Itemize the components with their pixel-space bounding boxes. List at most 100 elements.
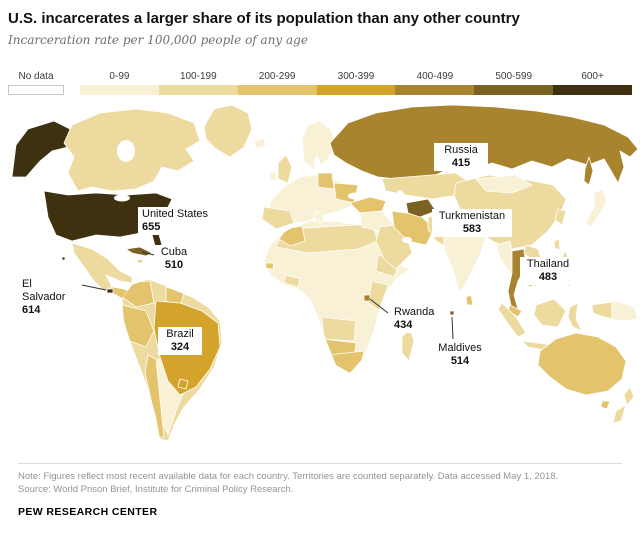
callout-value: 324 xyxy=(170,341,190,353)
legend-swatch xyxy=(395,85,475,95)
footnote: Note: Figures reflect most recent availa… xyxy=(18,471,559,482)
callout-el-salvador: El Salvador 614 xyxy=(18,277,82,318)
brand-footer: PEW RESEARCH CENTER xyxy=(18,506,158,518)
callout-country-name: Maldives xyxy=(438,342,482,354)
country-chile xyxy=(144,354,165,438)
callout-leader-line xyxy=(451,316,454,340)
country-greenland xyxy=(203,104,253,158)
country-kazakhstan xyxy=(381,172,471,200)
country-madagascar xyxy=(401,328,415,362)
legend-swatch xyxy=(80,85,159,95)
country-rwanda xyxy=(363,294,371,302)
island-sulawesi xyxy=(567,302,583,332)
callout-value: 434 xyxy=(394,319,413,331)
callout-value: 483 xyxy=(538,271,558,283)
callout-leader-line xyxy=(141,251,155,256)
country-cuba xyxy=(125,246,153,257)
water-hudson-bay xyxy=(117,140,135,162)
island-taiwan xyxy=(553,238,561,250)
region-west-papua xyxy=(591,301,613,320)
region-sakhalin xyxy=(583,156,594,186)
callout-value: 655 xyxy=(142,221,161,233)
legend-label: 100-199 xyxy=(179,71,217,82)
callout-leader-line xyxy=(369,298,389,314)
legend-label: 500-599 xyxy=(495,71,533,82)
water-caspian-sea xyxy=(395,190,405,212)
callout-turkmenistan: Turkmenistan 583 xyxy=(432,209,512,237)
callout-value: 510 xyxy=(164,259,184,271)
callout-thailand: Thailand 483 xyxy=(520,257,576,285)
country-spain xyxy=(261,206,295,230)
water-baltic-sea xyxy=(314,156,320,170)
legend-label: 0-99 xyxy=(109,71,130,82)
legend-swatch xyxy=(316,85,396,95)
island-borneo xyxy=(533,298,567,328)
legend-swatch xyxy=(158,85,238,95)
country-iceland xyxy=(253,138,267,149)
callout-country-name: Russia xyxy=(444,144,478,156)
legend-label: 200-299 xyxy=(258,71,296,82)
legend-swatch xyxy=(553,85,633,95)
callout-maldives: Maldives 514 xyxy=(430,341,490,369)
country-alaska xyxy=(11,120,71,178)
legend-item-no-data: No data xyxy=(8,71,64,95)
country-ireland xyxy=(268,170,277,182)
callout-value: 614 xyxy=(22,304,41,316)
legend-item-300-399: 300-399 xyxy=(316,71,396,95)
legend-swatch xyxy=(237,85,317,95)
callout-cuba: Cuba 510 xyxy=(154,245,194,273)
callout-country-name: United States xyxy=(142,208,209,220)
callout-country-name: Thailand xyxy=(526,258,570,270)
country-senegal xyxy=(264,262,275,270)
legend-swatch xyxy=(474,85,554,95)
water-black-sea xyxy=(348,192,364,200)
legend-label: 400-499 xyxy=(416,71,454,82)
country-new-zealand-north xyxy=(623,386,635,406)
callout-rwanda: Rwanda 434 xyxy=(390,305,442,333)
country-south-africa xyxy=(327,350,365,373)
country-australia xyxy=(537,332,627,396)
callout-country-name: Brazil xyxy=(166,328,194,340)
country-maldives xyxy=(449,310,455,316)
island-tasmania xyxy=(600,400,611,410)
legend-item-200-299: 200-299 xyxy=(237,71,317,95)
legend-item-100-199: 100-199 xyxy=(158,71,238,95)
callout-country-name: Rwanda xyxy=(394,306,435,318)
country-sri-lanka xyxy=(465,294,474,306)
region-angola-zambia xyxy=(321,316,357,342)
callout-value: 514 xyxy=(450,355,470,367)
country-japan xyxy=(585,188,608,228)
island-sumatra xyxy=(497,302,527,338)
callout-country-name: Cuba xyxy=(160,246,188,258)
legend-item-0-99: 0-99 xyxy=(80,71,159,95)
callout-value: 415 xyxy=(451,157,471,169)
callout-brazil: Brazil 324 xyxy=(158,327,202,355)
region-korea xyxy=(554,208,567,226)
callout-leader-line xyxy=(81,284,107,291)
legend-swatch xyxy=(8,85,64,95)
country-mongolia xyxy=(475,174,533,194)
country-new-zealand-south xyxy=(612,404,627,424)
country-uruguay xyxy=(177,378,189,390)
water-persian-gulf xyxy=(402,237,412,243)
callout-country-name: El Salvador xyxy=(22,278,66,303)
legend-item-500-599: 500-599 xyxy=(474,71,554,95)
source-note: Source: World Prison Brief, Institute fo… xyxy=(18,484,294,495)
legend-label: 600+ xyxy=(581,71,604,82)
country-turkey xyxy=(349,196,387,214)
map-container: Russia 415 United States 655 Turkmenistan 583… xyxy=(8,99,640,461)
country-el-salvador xyxy=(106,288,114,294)
callout-united-states: United States 655 xyxy=(138,207,216,235)
chart-subtitle: Incarceration rate per 100,000 people of… xyxy=(8,33,308,47)
chart-page: U.S. incarcerates a larger share of its … xyxy=(8,10,640,518)
country-united-kingdom xyxy=(277,154,293,184)
footer: Note: Figures reflect most recent availa… xyxy=(18,463,622,518)
legend-item-400-499: 400-499 xyxy=(395,71,475,95)
region-poland-baltics xyxy=(317,172,335,190)
water-great-lakes xyxy=(114,194,130,202)
legend-item-600+: 600+ xyxy=(553,71,633,95)
country-turkmenistan xyxy=(405,198,437,218)
page-title: U.S. incarcerates a larger share of its … xyxy=(8,10,520,27)
legend-label: No data xyxy=(18,71,54,82)
country-hawaii xyxy=(61,256,66,261)
